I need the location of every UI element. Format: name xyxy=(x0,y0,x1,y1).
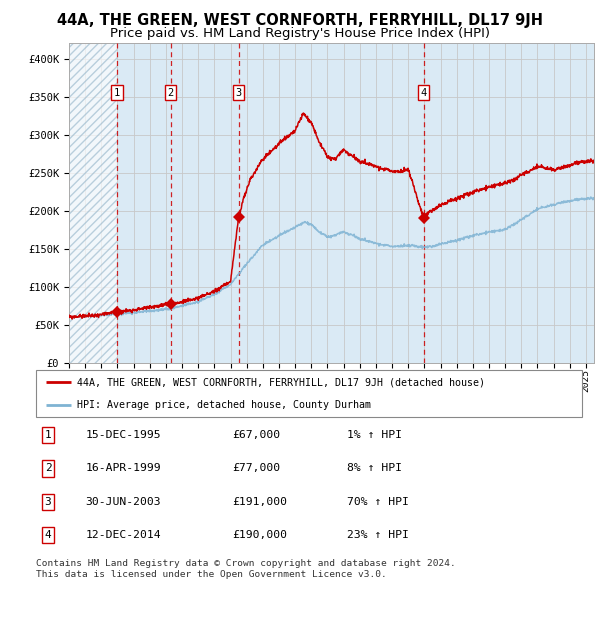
Text: Contains HM Land Registry data © Crown copyright and database right 2024.
This d: Contains HM Land Registry data © Crown c… xyxy=(36,559,456,578)
Bar xyxy=(69,43,117,363)
Text: 16-APR-1999: 16-APR-1999 xyxy=(85,463,161,474)
Text: 4: 4 xyxy=(44,530,52,541)
Text: 70% ↑ HPI: 70% ↑ HPI xyxy=(347,497,409,507)
Text: 15-DEC-1995: 15-DEC-1995 xyxy=(85,430,161,440)
Text: 12-DEC-2014: 12-DEC-2014 xyxy=(85,530,161,541)
Text: 3: 3 xyxy=(44,497,52,507)
Text: Price paid vs. HM Land Registry's House Price Index (HPI): Price paid vs. HM Land Registry's House … xyxy=(110,27,490,40)
Text: HPI: Average price, detached house, County Durham: HPI: Average price, detached house, Coun… xyxy=(77,400,371,410)
Text: 2: 2 xyxy=(167,88,174,98)
Text: 3: 3 xyxy=(235,88,242,98)
Text: 8% ↑ HPI: 8% ↑ HPI xyxy=(347,463,402,474)
FancyBboxPatch shape xyxy=(36,370,582,417)
Text: £190,000: £190,000 xyxy=(233,530,287,541)
Text: £77,000: £77,000 xyxy=(233,463,281,474)
Text: £191,000: £191,000 xyxy=(233,497,287,507)
Text: 4: 4 xyxy=(421,88,427,98)
Text: 44A, THE GREEN, WEST CORNFORTH, FERRYHILL, DL17 9JH: 44A, THE GREEN, WEST CORNFORTH, FERRYHIL… xyxy=(57,13,543,28)
Text: £67,000: £67,000 xyxy=(233,430,281,440)
Text: 30-JUN-2003: 30-JUN-2003 xyxy=(85,497,161,507)
Text: 1% ↑ HPI: 1% ↑ HPI xyxy=(347,430,402,440)
Text: 23% ↑ HPI: 23% ↑ HPI xyxy=(347,530,409,541)
Text: 1: 1 xyxy=(113,88,120,98)
Text: 44A, THE GREEN, WEST CORNFORTH, FERRYHILL, DL17 9JH (detached house): 44A, THE GREEN, WEST CORNFORTH, FERRYHIL… xyxy=(77,377,485,388)
Text: 1: 1 xyxy=(44,430,52,440)
Text: 2: 2 xyxy=(44,463,52,474)
